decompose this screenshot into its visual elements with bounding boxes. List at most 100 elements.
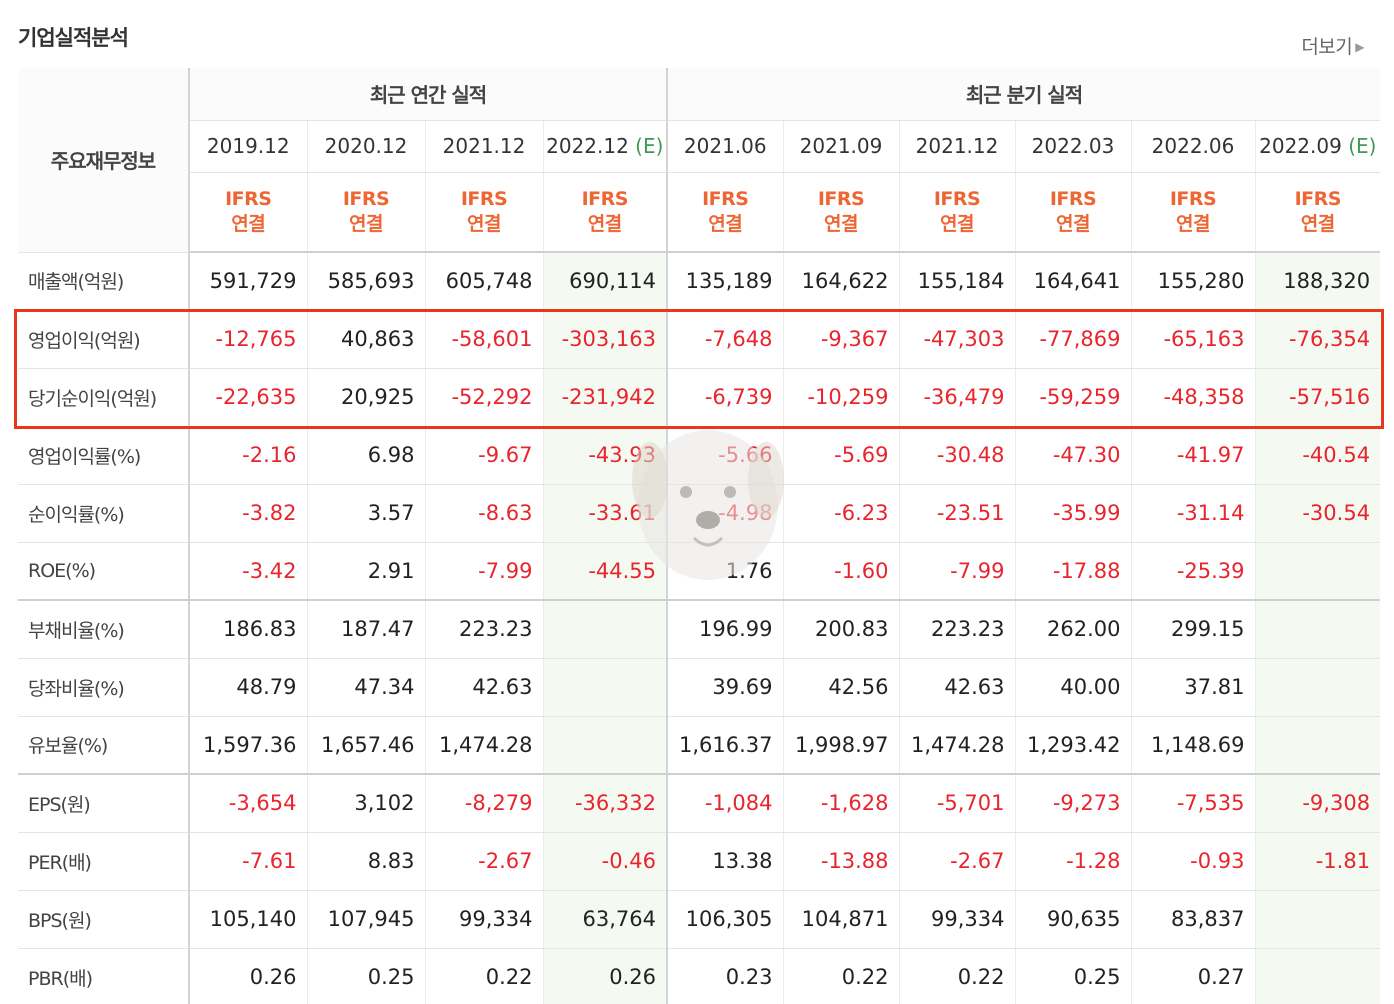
value-cell: 90,635 — [1015, 890, 1132, 949]
value-cell — [543, 716, 669, 775]
consolidated-label: 연결 — [708, 212, 743, 235]
table-row: 순이익률(%) -3.82 3.57 -8.63 -33.61 -4.98 -6.23 -23… — [18, 484, 1381, 543]
period-header: 2021.12 — [899, 120, 1016, 173]
table-row: ROE(%) -3.42 2.91 -7.99 -44.55 1.76 -1.60 -7.99… — [18, 542, 1381, 601]
table-row: EPS(원) -3,654 3,102 -8,279 -36,332 -1,084 -1,6… — [18, 774, 1381, 833]
ifrs-cell: IFRS 연결 — [1255, 172, 1381, 253]
row-label: 영업이익(억원) — [18, 310, 190, 369]
value-cell: 605,748 — [425, 252, 544, 311]
value-cell: 20,925 — [307, 368, 426, 427]
value-cell: -44.55 — [543, 542, 669, 601]
value-cell: 83,837 — [1131, 890, 1256, 949]
period-header: 2022.06 — [1131, 120, 1256, 173]
period-label: 2021.09 — [799, 134, 883, 158]
ifrs-label: IFRS — [1049, 187, 1097, 210]
value-cell: -36,479 — [899, 368, 1016, 427]
value-cell: -47,303 — [899, 310, 1016, 369]
value-cell: 1.76 — [667, 542, 784, 601]
value-cell: 42.56 — [783, 658, 900, 717]
value-cell — [1255, 948, 1381, 1004]
value-cell: 99,334 — [425, 890, 544, 949]
value-cell: -0.46 — [543, 832, 669, 891]
value-cell: 0.22 — [899, 948, 1016, 1004]
value-cell: -9,367 — [783, 310, 900, 369]
value-cell: 186.83 — [189, 600, 308, 659]
header-group-row: 주요재무정보 최근 연간 실적 최근 분기 실적 — [18, 68, 1381, 253]
value-cell: -58,601 — [425, 310, 544, 369]
value-cell: -4.98 — [667, 484, 784, 543]
value-cell: 106,305 — [667, 890, 784, 949]
estimate-mark: (E) — [635, 134, 664, 158]
period-label: 2022.06 — [1151, 134, 1235, 158]
value-cell: -33.61 — [543, 484, 669, 543]
more-label[interactable]: 더보기 — [1301, 36, 1353, 58]
row-label: 당기순이익(억원) — [18, 368, 190, 427]
period-header: 2021.12 — [425, 120, 544, 173]
value-cell: -25.39 — [1131, 542, 1256, 601]
period-label: 2021.12 — [442, 134, 526, 158]
period-label: 2020.12 — [324, 134, 408, 158]
ifrs-label: IFRS — [581, 187, 629, 210]
value-cell: -48,358 — [1131, 368, 1256, 427]
ifrs-cell: IFRS 연결 — [1131, 172, 1256, 253]
ifrs-cell: IFRS 연결 — [307, 172, 426, 253]
ifrs-label: IFRS — [460, 187, 508, 210]
value-cell: -10,259 — [783, 368, 900, 427]
value-cell: 2.91 — [307, 542, 426, 601]
value-cell: -6.23 — [783, 484, 900, 543]
period-header: 2019.12 — [189, 120, 308, 173]
value-cell: 99,334 — [899, 890, 1016, 949]
quarter-header: 최근 분기 실적 — [667, 68, 1381, 121]
ifrs-label: IFRS — [225, 187, 272, 210]
row-label: ROE(%) — [18, 542, 190, 601]
value-cell: 1,474.28 — [899, 716, 1016, 775]
value-cell: 42.63 — [425, 658, 544, 717]
value-cell: 155,184 — [899, 252, 1016, 311]
period-label: 2021.12 — [915, 134, 999, 158]
value-cell: -30.48 — [899, 426, 1016, 485]
value-cell: -231,942 — [543, 368, 669, 427]
value-cell: -1.28 — [1015, 832, 1132, 891]
value-cell: -2.67 — [899, 832, 1016, 891]
value-cell: -41.97 — [1131, 426, 1256, 485]
value-cell: -22,635 — [189, 368, 308, 427]
consolidated-label: 연결 — [824, 212, 858, 235]
consolidated-label: 연결 — [1176, 212, 1210, 235]
row-label: 순이익률(%) — [18, 484, 190, 543]
period-label: 2021.06 — [683, 134, 767, 158]
table-row: 매출액(억원) 591,729 585,693 605,748 690,114 135,1… — [18, 252, 1381, 311]
value-cell: 164,622 — [783, 252, 900, 311]
period-header: 2021.06 — [667, 120, 784, 173]
value-cell: 164,641 — [1015, 252, 1132, 311]
value-cell: -47.30 — [1015, 426, 1132, 485]
value-cell: -9,308 — [1255, 774, 1381, 833]
row-label: 부채비율(%) — [18, 600, 190, 659]
value-cell: 104,871 — [783, 890, 900, 949]
value-cell: -77,869 — [1015, 310, 1132, 369]
row-label: PER(배) — [18, 832, 190, 891]
value-cell: 0.22 — [783, 948, 900, 1004]
ifrs-cell: IFRS 연결 — [783, 172, 900, 253]
value-cell: -3.82 — [189, 484, 308, 543]
value-cell: -7.99 — [899, 542, 1016, 601]
value-cell: -1,084 — [667, 774, 784, 833]
ifrs-label: IFRS — [1294, 187, 1342, 210]
period-header: 2022.03 — [1015, 120, 1132, 173]
ifrs-label: IFRS — [1169, 187, 1217, 210]
value-cell — [1255, 600, 1381, 659]
more-link[interactable]: 더보기 ▶ — [1301, 32, 1364, 59]
table-row: 당기순이익(억원) -22,635 20,925 -52,292 -231,942 -6,… — [18, 368, 1381, 427]
value-cell: -8.63 — [425, 484, 544, 543]
value-cell: -7.99 — [425, 542, 544, 601]
consolidated-label: 연결 — [587, 212, 622, 235]
value-cell: -52,292 — [425, 368, 544, 427]
row-label: PBR(배) — [18, 948, 190, 1004]
period-header: 2021.09 — [783, 120, 900, 173]
value-cell: 48.79 — [189, 658, 308, 717]
row-label: 매출액(억원) — [18, 252, 190, 311]
value-cell — [543, 600, 669, 659]
value-cell: 591,729 — [189, 252, 308, 311]
value-cell: 196.99 — [667, 600, 784, 659]
period-header: 2022.12 (E) — [543, 120, 669, 173]
ifrs-cell: IFRS 연결 — [543, 172, 669, 253]
